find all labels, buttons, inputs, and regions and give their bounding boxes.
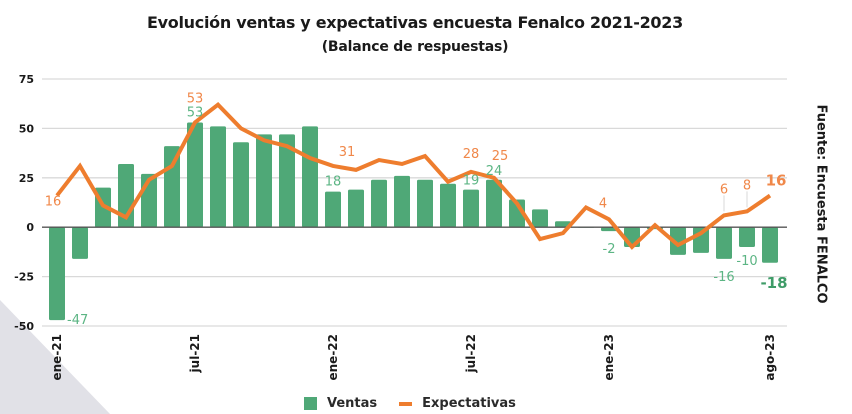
x-tick-label: ene-21: [50, 334, 64, 381]
data-label-ventas: -2: [603, 242, 616, 257]
bar-ventas: [72, 227, 88, 259]
expectativas-line-group: [55, 102, 772, 250]
data-label-ventas: -47: [67, 313, 88, 328]
legend-swatch-expectativas: [399, 401, 413, 406]
bar-ventas: [233, 142, 249, 228]
y-tick-label: 0: [26, 221, 34, 234]
data-label-expectativas: 8: [743, 178, 751, 193]
bar-ventas: [463, 189, 479, 228]
data-label-expectativas: 31: [339, 145, 356, 160]
y-tick-label: 75: [19, 73, 34, 86]
data-label-ventas: 53: [187, 105, 204, 120]
data-label-ventas: -18: [760, 274, 787, 292]
bar-ventas: [302, 126, 318, 228]
legend-label-ventas: Ventas: [327, 396, 378, 411]
data-label-expectativas: 25: [492, 149, 509, 164]
bar-ventas: [279, 134, 295, 228]
y-axis-ticks: 75 50 25 0 -25 -50: [14, 73, 34, 333]
x-tick-label: ago-23: [763, 334, 777, 381]
data-label-expectativas: 16: [766, 172, 787, 190]
data-label-expectativas: 16: [45, 195, 62, 210]
data-label-expectativas: 6: [720, 182, 728, 197]
x-axis-ticks: ene-21 jul-21 ene-22 jul-22 ene-23 ago-23: [50, 334, 777, 381]
bar-ventas: [601, 227, 617, 232]
y-tick-label: -25: [14, 271, 34, 284]
chart-title: Evolución ventas y expectativas encuesta…: [147, 13, 683, 32]
bar-ventas: [210, 126, 226, 228]
legend-label-expectativas: Expectativas: [422, 396, 516, 411]
bar-ventas: [532, 209, 548, 228]
data-label-ventas: -16: [713, 270, 734, 285]
y-tick-label: 25: [19, 172, 34, 185]
bar-ventas: [762, 227, 778, 263]
bar-ventas: [670, 227, 686, 255]
data-label-expectativas: 28: [463, 147, 480, 162]
bar-ventas: [739, 227, 755, 247]
ventas-bars: [49, 122, 778, 321]
data-label-expectativas: 53: [187, 91, 204, 106]
data-label-ventas: 24: [486, 164, 503, 179]
bar-ventas: [486, 179, 502, 228]
bar-ventas: [371, 179, 387, 228]
bar-ventas: [348, 189, 364, 228]
bar-ventas: [325, 191, 341, 228]
data-label-ventas: 19: [463, 174, 480, 189]
legend: Ventas Expectativas: [304, 396, 516, 411]
expectativas-line: [55, 102, 772, 250]
x-tick-label: jul-21: [188, 334, 202, 373]
data-label-ventas: 18: [325, 175, 342, 190]
data-labels: -47 53 18 19 24 -2 -16-10-18 16 53 31 28 25 4 6 8 16: [45, 91, 788, 328]
bar-ventas: [187, 122, 203, 228]
bar-ventas: [716, 227, 732, 259]
data-label-ventas: -10: [736, 254, 757, 269]
legend-swatch-ventas: [304, 397, 317, 410]
data-label-expectativas: 4: [599, 196, 607, 211]
y-tick-label: -50: [14, 320, 34, 333]
bar-ventas: [256, 134, 272, 228]
bar-ventas: [394, 175, 410, 228]
bar-ventas: [440, 183, 456, 228]
x-tick-label: jul-22: [464, 334, 478, 373]
bar-ventas: [417, 179, 433, 228]
y-tick-label: 50: [19, 122, 35, 135]
bar-ventas: [49, 227, 65, 321]
chart-subtitle: (Balance de respuestas): [321, 39, 509, 55]
x-tick-label: ene-22: [326, 334, 340, 381]
x-tick-label: ene-23: [602, 334, 616, 381]
gridlines: [42, 78, 787, 327]
